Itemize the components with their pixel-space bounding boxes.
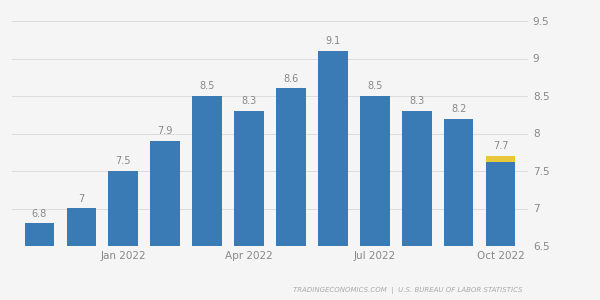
Bar — [486, 156, 515, 246]
Text: 8.5: 8.5 — [199, 82, 215, 92]
Text: 8.2: 8.2 — [451, 104, 466, 114]
Text: 8.3: 8.3 — [409, 97, 424, 106]
Text: 9.1: 9.1 — [325, 37, 341, 46]
Bar — [235, 111, 264, 246]
Text: 8.6: 8.6 — [283, 74, 299, 84]
Bar — [318, 51, 347, 246]
Text: 7: 7 — [78, 194, 85, 204]
Bar — [67, 208, 96, 246]
Bar — [25, 224, 54, 246]
Text: 8.3: 8.3 — [241, 97, 257, 106]
Bar — [486, 156, 515, 162]
Bar — [360, 96, 389, 246]
Text: 7.7: 7.7 — [493, 142, 508, 152]
Text: 6.8: 6.8 — [32, 209, 47, 219]
Text: 7.5: 7.5 — [115, 157, 131, 166]
Bar — [109, 171, 138, 246]
Text: TRADINGECONOMICS.COM  |  U.S. BUREAU OF LABOR STATISTICS: TRADINGECONOMICS.COM | U.S. BUREAU OF LA… — [293, 286, 523, 293]
Bar — [444, 118, 473, 246]
Text: 8.5: 8.5 — [367, 82, 383, 92]
Text: 7.9: 7.9 — [157, 127, 173, 136]
Bar — [151, 141, 180, 246]
Bar — [276, 88, 305, 246]
Bar — [193, 96, 222, 246]
Bar — [402, 111, 431, 246]
